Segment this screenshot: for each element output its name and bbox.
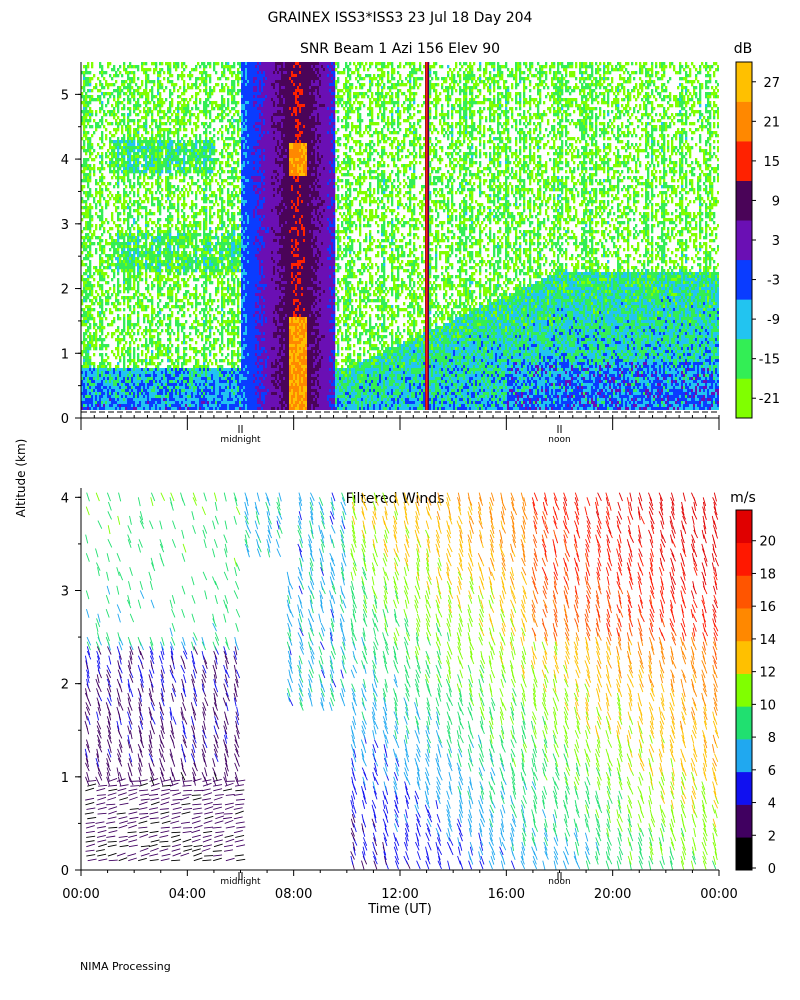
- winds-x-tick-label: 00:00: [62, 887, 99, 902]
- winds-y-tick-label: 0: [61, 864, 69, 879]
- winds-y-tick-label: 4: [61, 491, 69, 506]
- winds-colorbar-swatch: [736, 575, 752, 609]
- snr-colorbar-swatch: [736, 299, 752, 340]
- winds-marker-noon-label: noon: [548, 877, 570, 887]
- snr-colorbar-tick-label: 27: [763, 76, 780, 91]
- figure-title: GRAINEX ISS3*ISS3 23 Jul 18 Day 204: [268, 10, 533, 26]
- winds-x-tick-label: 12:00: [381, 887, 418, 902]
- footer-label: NIMA Processing: [80, 960, 171, 973]
- winds-colorbar-ticks: 0 2 4 6 8 10 12 14 16 18 20: [752, 535, 776, 877]
- winds-y-ticks: 0 1 2 3 4: [61, 491, 81, 879]
- winds-colorbar-tick-label: 4: [768, 797, 776, 812]
- snr-y-tick-label: 5: [61, 88, 69, 103]
- winds-colorbar-swatch: [736, 608, 752, 642]
- snr-colorbar-ticks: -21 -15 -9 -3 3 9 15 21 27: [752, 76, 780, 407]
- winds-colorbar-tick-label: 0: [768, 862, 776, 877]
- winds-colorbar-swatch: [736, 804, 752, 838]
- winds-colorbar-tick-label: 6: [768, 764, 776, 779]
- winds-colorbar-swatch: [736, 837, 752, 871]
- winds-colorbar-tick-label: 16: [759, 600, 776, 615]
- winds-y-tick-label: 3: [61, 584, 69, 599]
- winds-panel-title: Filtered Winds: [346, 491, 445, 507]
- winds-colorbar-swatches: [736, 510, 752, 871]
- winds-x-tick-label: 16:00: [488, 887, 525, 902]
- winds-colorbar-swatch: [736, 673, 752, 707]
- snr-colorbar-unit: dB: [734, 41, 753, 57]
- winds-x-tick-label: 04:00: [169, 887, 206, 902]
- snr-colorbar-swatch: [736, 101, 752, 142]
- snr-y-tick-label: 1: [61, 347, 69, 362]
- snr-field: [81, 62, 719, 410]
- snr-y-tick-label: 3: [61, 218, 69, 233]
- snr-panel-title: SNR Beam 1 Azi 156 Elev 90: [300, 41, 500, 57]
- winds-day-markers: midnight noon: [220, 872, 571, 887]
- snr-colorbar-swatch: [736, 62, 752, 102]
- winds-colorbar-tick-label: 20: [759, 535, 776, 550]
- snr-panel: 0 1 2 3 4 5 midnight noon: [61, 62, 720, 445]
- winds-colorbar-tick-label: 10: [759, 698, 776, 713]
- winds-colorbar-swatch: [736, 542, 752, 576]
- winds-colorbar-tick-label: 8: [768, 731, 776, 746]
- snr-day-markers: midnight noon: [220, 425, 571, 445]
- snr-colorbar-swatches: [736, 62, 752, 419]
- snr-colorbar-tick-label: -15: [759, 353, 780, 368]
- snr-colorbar-tick-label: -21: [759, 392, 780, 407]
- wind-barbs: [84, 492, 719, 870]
- winds-colorbar: m/s 0 2 4 6 8 10 12 14 16 18 20: [730, 490, 776, 877]
- winds-colorbar-tick-label: 12: [759, 666, 776, 681]
- snr-colorbar-swatch: [736, 378, 752, 419]
- winds-colorbar-swatch: [736, 771, 752, 805]
- snr-y-tick-label: 2: [61, 283, 69, 298]
- winds-x-tick-label: 20:00: [594, 887, 631, 902]
- winds-colorbar-tick-label: 18: [759, 567, 776, 582]
- x-axis-label: Time (UT): [367, 902, 432, 917]
- winds-colorbar-unit: m/s: [730, 490, 756, 506]
- winds-y-tick-label: 1: [61, 771, 69, 786]
- winds-x-tick-label: 00:00: [700, 887, 737, 902]
- winds-colorbar-swatch: [736, 510, 752, 544]
- y-axis-label: Altitude (km): [14, 439, 28, 518]
- winds-colorbar-swatch: [736, 706, 752, 740]
- snr-colorbar-tick-label: 3: [772, 234, 780, 249]
- winds-panel: Filtered Winds 0 1 2 3 4 00:00 04:00 08:00 12:0…: [61, 488, 738, 917]
- winds-marker-midnight-label: midnight: [220, 877, 261, 887]
- snr-colorbar: dB -21 -15 -9 -3 3 9 15 21 27: [734, 41, 780, 419]
- winds-colorbar-swatch: [736, 640, 752, 674]
- snr-colorbar-swatch: [736, 220, 752, 261]
- snr-colorbar-tick-label: 9: [772, 194, 780, 209]
- snr-y-tick-label: 0: [61, 412, 69, 427]
- winds-y-tick-label: 2: [61, 678, 69, 693]
- winds-colorbar-swatch: [736, 739, 752, 773]
- snr-colorbar-tick-label: 21: [763, 115, 780, 130]
- snr-y-ticks: 0 1 2 3 4 5: [61, 88, 81, 427]
- snr-colorbar-swatch: [736, 141, 752, 181]
- winds-colorbar-tick-label: 14: [759, 633, 776, 648]
- snr-colorbar-tick-label: 15: [763, 155, 780, 170]
- snr-x-ticks: [80, 411, 720, 430]
- winds-colorbar-frame: [735, 509, 753, 871]
- snr-colorbar-tick-label: -3: [767, 274, 780, 289]
- snr-marker-midnight-label: midnight: [220, 435, 261, 445]
- snr-colorbar-swatch: [736, 259, 752, 300]
- winds-x-tick-label: 08:00: [275, 887, 312, 902]
- snr-colorbar-tick-label: -9: [767, 313, 780, 328]
- snr-colorbar-swatch: [736, 180, 752, 221]
- winds-colorbar-tick-label: 2: [768, 829, 776, 844]
- snr-y-tick-label: 4: [61, 153, 69, 168]
- snr-marker-noon-label: noon: [548, 435, 570, 445]
- winds-x-ticks: 00:00 04:00 08:00 12:00 16:00 20:00 00:00: [62, 870, 738, 902]
- snr-colorbar-swatch: [736, 338, 752, 379]
